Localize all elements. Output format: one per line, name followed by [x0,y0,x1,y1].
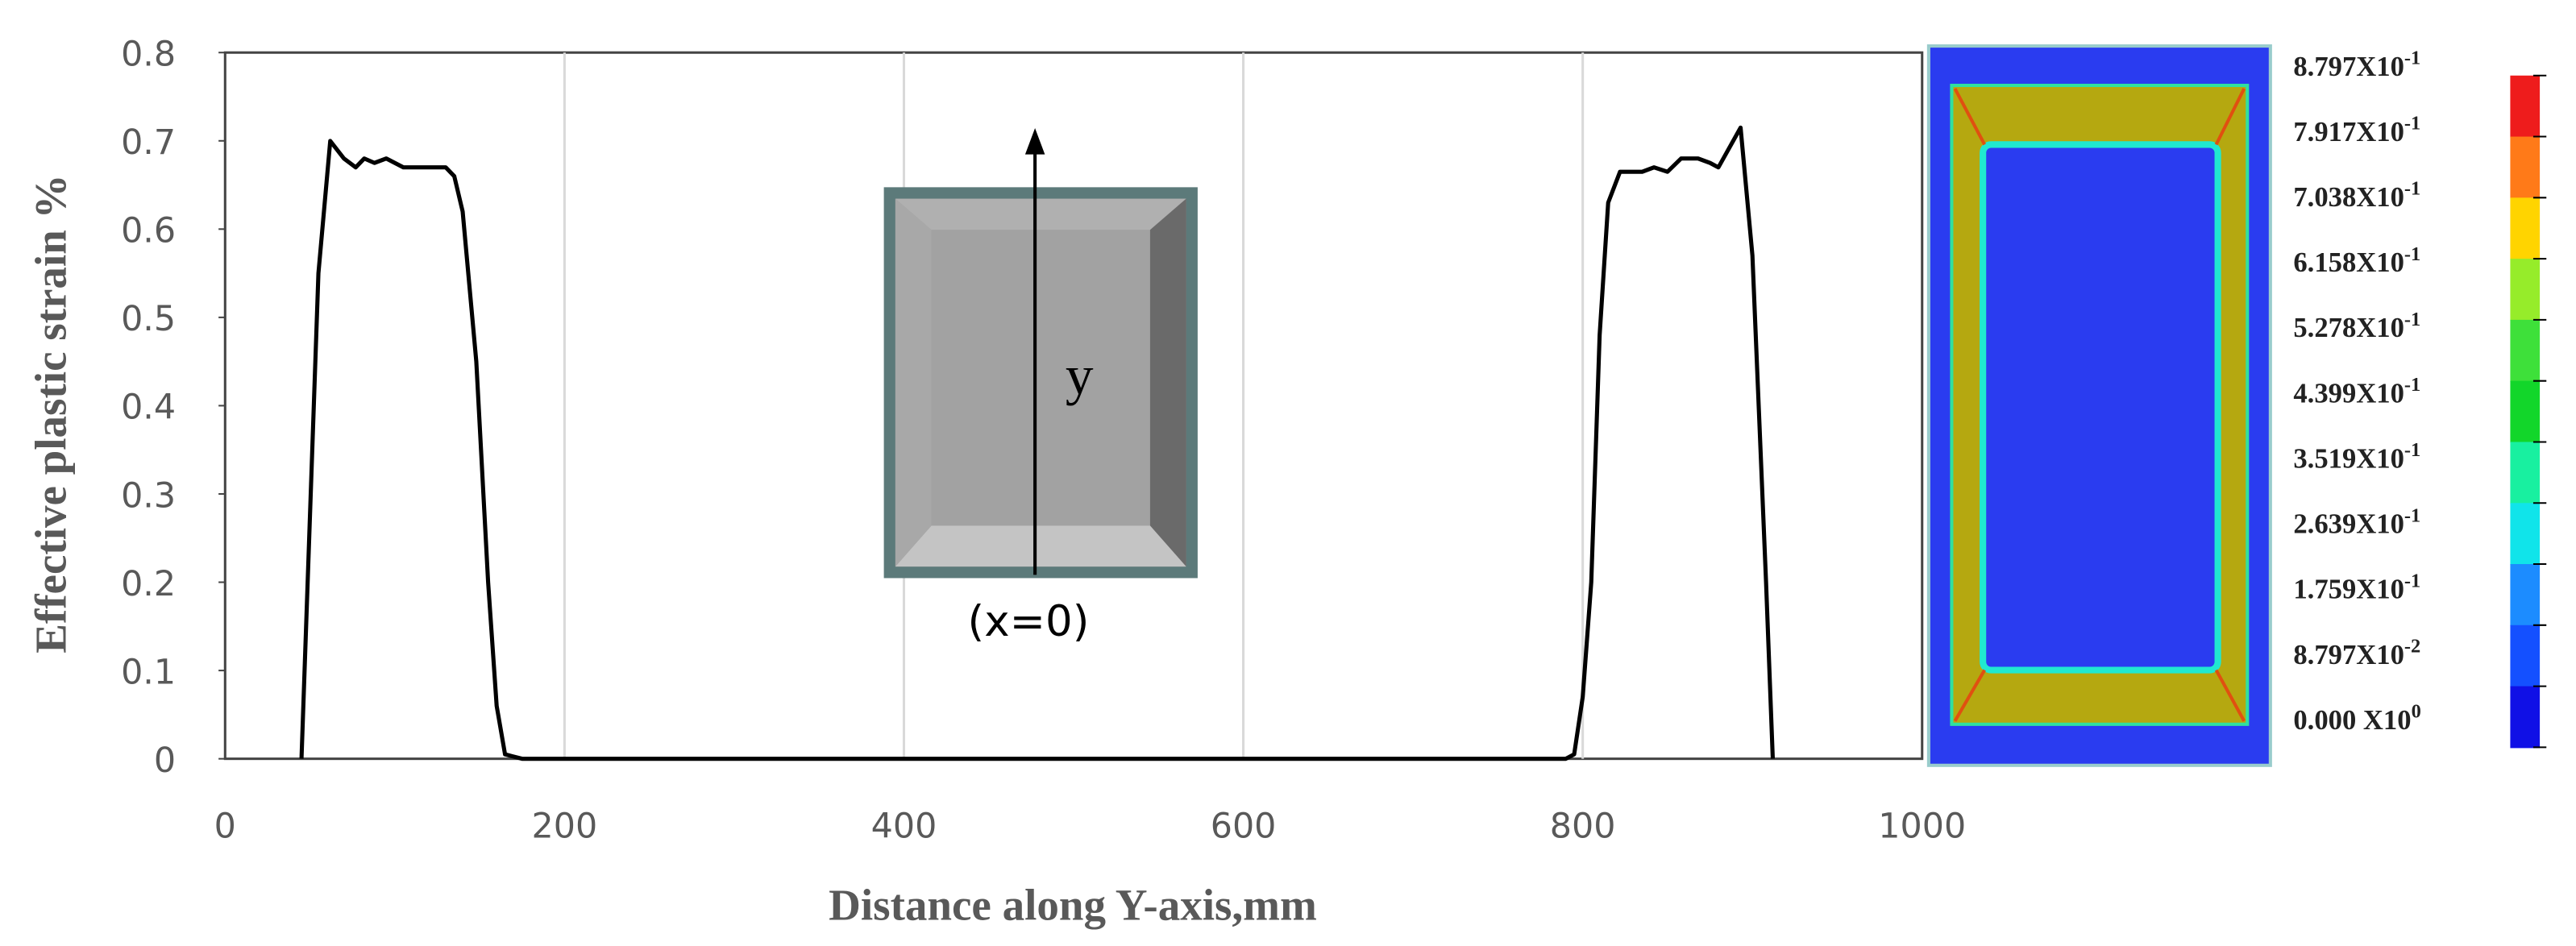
colorbar-segment [2510,442,2541,504]
colorbar-segment [2510,197,2541,260]
colorbar-label: 1.759X10-1 [2293,570,2420,604]
colorbar-label: 3.519X10-1 [2293,439,2420,474]
colorbar-label-exp: -1 [2404,570,2420,591]
colorbar-label-exp: -1 [2404,504,2420,526]
colorbar-segment [2510,564,2541,626]
inset-bevel [895,198,932,567]
colorbar-label: 8.797X10-2 [2293,636,2420,670]
contour-image [1926,44,2272,767]
colorbar-label-exp: 0 [2412,701,2421,723]
inset-label: y [1066,344,1094,406]
inset-label: (x=0) [968,597,1090,646]
x-tick-label: 400 [871,806,937,846]
colorbar-label: 0.000 X100 [2293,701,2420,736]
colorbar-label-exp: -1 [2404,439,2420,461]
colorbar-label: 8.797X10-1 [2293,47,2420,81]
x-tick-label: 600 [1211,806,1277,846]
y-tick-label: 0 [154,741,176,781]
x-axis-label: Distance along Y-axis,mm [829,880,1317,929]
y-tick-label: 0.7 [121,122,176,163]
y-tick-label: 0.6 [121,211,176,251]
inset-bevel [895,198,1186,230]
y-tick-label: 0.3 [121,475,176,516]
colorbar-label-base: 0.000 X10 [2293,705,2411,736]
colorbar-segment [2510,624,2541,687]
contour-center [1980,141,2221,674]
colorbar: 8.797X10-17.917X10-17.038X10-16.158X10-1… [2293,47,2547,749]
contour-corner [1953,669,1986,722]
colorbar-segment [2510,136,2541,199]
colorbar-label-exp: -2 [2404,636,2420,658]
inset-face [931,230,1150,526]
contour-corner [2214,88,2246,146]
colorbar-label-exp: -1 [2404,113,2420,135]
contour-corner [2214,669,2246,722]
x-tick-label: 800 [1550,806,1616,846]
colorbar-segment [2510,259,2541,321]
colorbar-label: 6.158X10-1 [2293,243,2420,278]
colorbar-segment [2510,319,2541,382]
inset-bevel [1149,198,1186,567]
colorbar-label-base: 6.158X10 [2293,247,2404,278]
colorbar-label: 7.917X10-1 [2293,113,2420,147]
colorbar-label: 4.399X10-1 [2293,374,2420,409]
x-tick-label: 200 [532,806,598,846]
contour-corner [1953,88,1986,146]
colorbar-label-base: 7.917X10 [2293,117,2404,147]
colorbar-segment [2510,380,2541,443]
colorbar-label-base: 2.639X10 [2293,509,2404,540]
colorbar-label-base: 1.759X10 [2293,575,2404,605]
x-tick-label: 1000 [1878,806,1966,846]
x-tick-label: 0 [214,806,236,846]
colorbar-label-base: 4.399X10 [2293,378,2404,409]
y-tick-label: 0.2 [121,564,176,604]
data-line [299,125,1776,761]
y-tick-label: 0.4 [121,388,176,428]
y-axis-label: Effective plastic strain % [27,174,76,653]
colorbar-label: 7.038X10-1 [2293,178,2420,213]
colorbar-label-exp: -1 [2404,178,2420,200]
colorbar-label-base: 8.797X10 [2293,52,2404,82]
colorbar-label-base: 3.519X10 [2293,443,2404,474]
colorbar-label-exp: -1 [2404,243,2420,265]
colorbar-segment [2510,686,2541,749]
colorbar-label-exp: -1 [2404,47,2420,68]
colorbar-label-base: 8.797X10 [2293,640,2404,670]
inset-arrow-head [1024,127,1045,155]
colorbar-label: 5.278X10-1 [2293,309,2420,343]
colorbar-label-exp: -1 [2404,309,2420,330]
colorbar-label-base: 5.278X10 [2293,313,2404,343]
colorbar-label: 2.639X10-1 [2293,504,2420,539]
inset-bevel [895,525,1186,567]
colorbar-label-base: 7.038X10 [2293,182,2404,213]
colorbar-label-exp: -1 [2404,374,2420,396]
inset-image: y (x=0) [883,127,1198,646]
colorbar-segment [2510,75,2541,138]
y-tick-label: 0.8 [121,35,176,75]
colorbar-segment [2510,503,2541,566]
y-tick-label: 0.1 [121,652,176,692]
y-tick-label: 0.5 [121,299,176,339]
